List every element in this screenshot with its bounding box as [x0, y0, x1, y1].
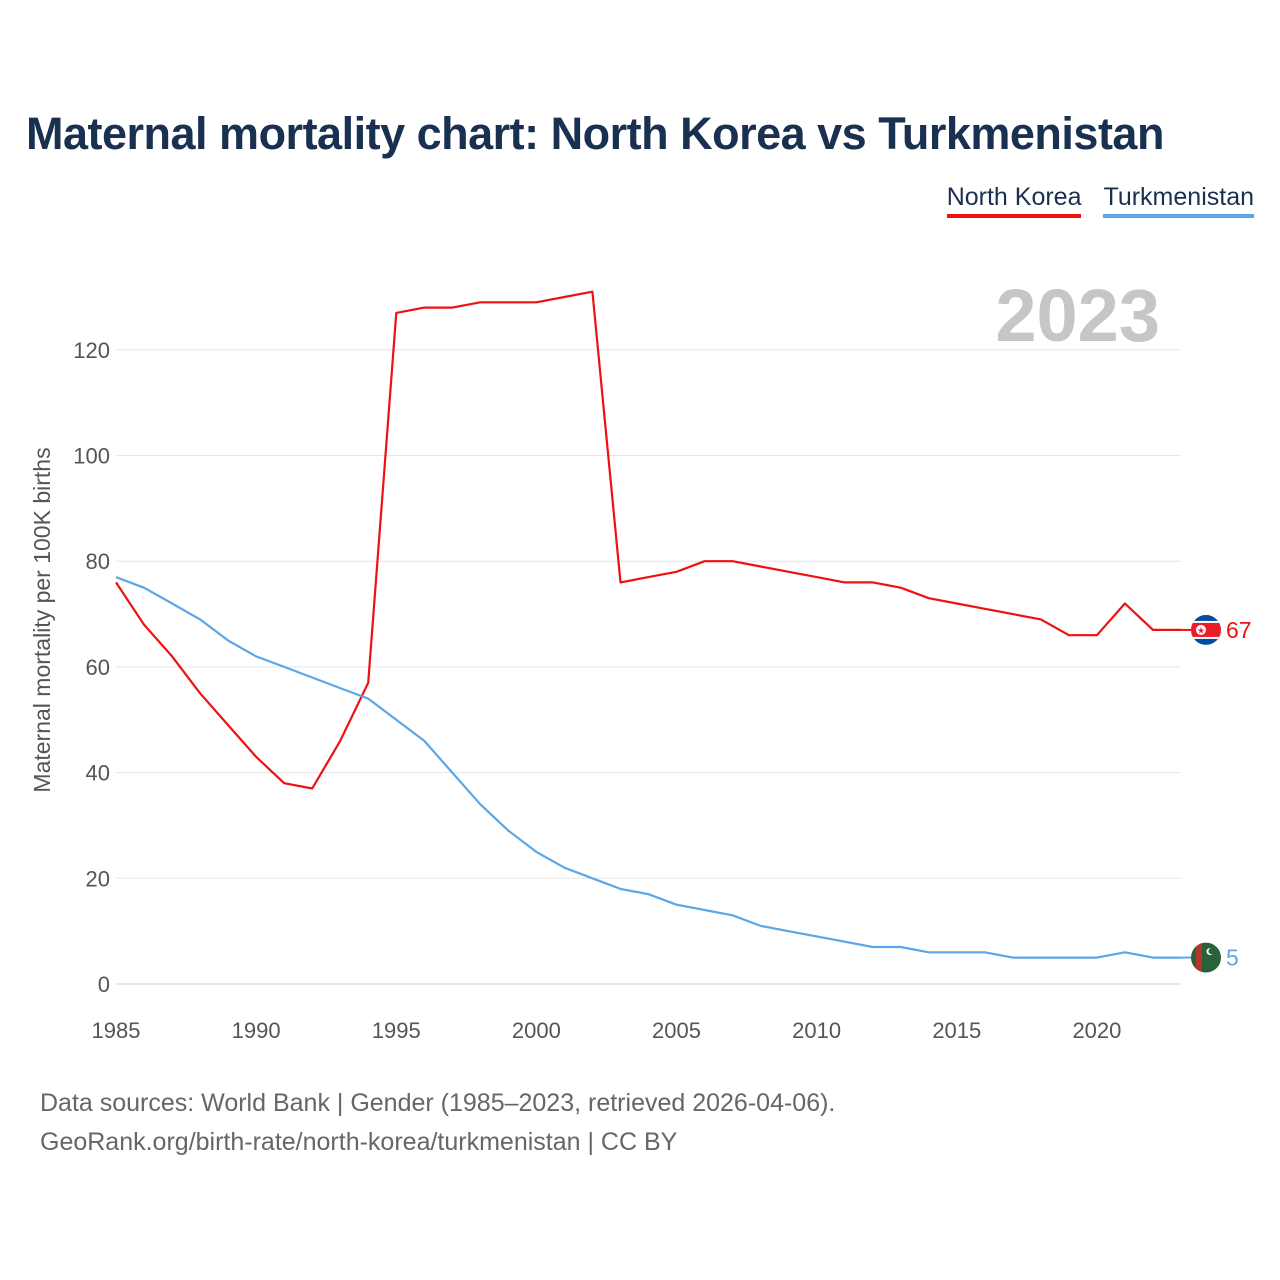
- series-end-markers: ★ 67 5: [1181, 614, 1252, 973]
- x-tick-label-1985: 1985: [92, 1018, 141, 1043]
- svg-text:★: ★: [1197, 626, 1205, 636]
- x-tick-label-2005: 2005: [652, 1018, 701, 1043]
- series-line-turkmenistan[interactable]: [115, 576, 1181, 959]
- credit-link[interactable]: GeoRank.org/birth-rate/north-korea/turkm…: [40, 1128, 678, 1156]
- y-tick-label-40: 40: [86, 761, 110, 786]
- north-korea-flag-icon: ★: [1191, 614, 1221, 645]
- legend-item-turkmenistan[interactable]: Turkmenistan: [1103, 182, 1254, 218]
- x-tick-label-1990: 1990: [232, 1018, 281, 1043]
- x-tick-label-2015: 2015: [932, 1018, 981, 1043]
- year-watermark: 2023: [995, 274, 1160, 357]
- grid-lines: [116, 349, 1181, 985]
- end-value-label-turkmenistan: 5: [1226, 945, 1239, 971]
- legend: North Korea Turkmenistan: [946, 182, 1254, 218]
- chart-plot: 2023 0 20 40 60 80 100 120 1985 1990 1995 2000 200…: [29, 274, 1252, 1043]
- x-tick-label-1995: 1995: [372, 1018, 421, 1043]
- y-tick-label-60: 60: [86, 655, 110, 680]
- legend-item-north-korea[interactable]: North Korea: [946, 182, 1082, 218]
- data-sources-text: Data sources: World Bank | Gender (1985–…: [40, 1089, 836, 1117]
- y-tick-label-120: 120: [73, 338, 110, 363]
- y-tick-label-80: 80: [86, 549, 110, 574]
- footer: Data sources: World Bank | Gender (1985–…: [40, 1084, 835, 1162]
- x-tick-label-2020: 2020: [1072, 1018, 1121, 1043]
- y-axis-ticks: 0 20 40 60 80 100 120: [73, 338, 110, 997]
- y-axis-title: Maternal mortality per 100K births: [29, 447, 55, 792]
- y-tick-label-20: 20: [86, 866, 110, 891]
- series-lines: [115, 290, 1181, 959]
- x-tick-label-2000: 2000: [512, 1018, 561, 1043]
- x-tick-label-2010: 2010: [792, 1018, 841, 1043]
- year-watermark-layer: 2023: [995, 274, 1160, 357]
- series-line-north-korea[interactable]: [115, 290, 1181, 790]
- y-tick-label-100: 100: [73, 444, 110, 469]
- chart-title: Maternal mortality chart: North Korea vs…: [26, 108, 1164, 159]
- turkmenistan-flag-icon: [1191, 942, 1221, 973]
- end-value-label-north-korea: 67: [1226, 617, 1252, 643]
- y-tick-label-0: 0: [98, 972, 110, 997]
- x-axis-ticks: 1985 1990 1995 2000 2005 2010 2015 2020: [92, 1018, 1122, 1043]
